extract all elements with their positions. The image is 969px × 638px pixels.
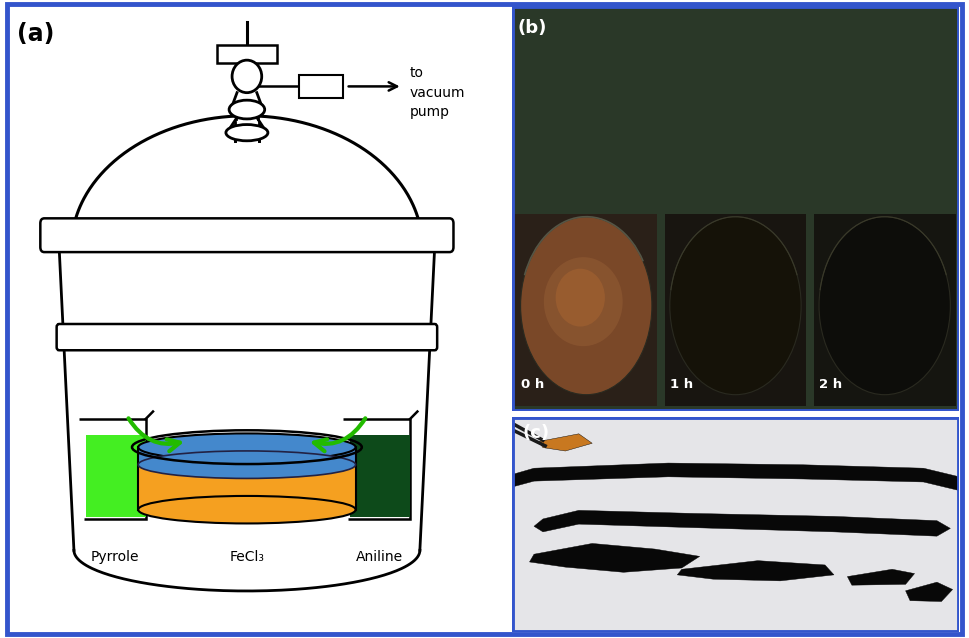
Polygon shape: [906, 582, 953, 602]
Text: FeCl₃: FeCl₃: [230, 551, 265, 565]
Bar: [139, 464, 356, 510]
Circle shape: [670, 217, 801, 395]
Ellipse shape: [139, 433, 356, 461]
Circle shape: [819, 419, 951, 597]
Polygon shape: [512, 463, 959, 491]
Bar: [814, 214, 955, 406]
Bar: [665, 214, 806, 406]
Polygon shape: [677, 561, 834, 581]
Text: (c): (c): [523, 424, 550, 442]
Polygon shape: [539, 434, 592, 451]
Bar: [516, 214, 657, 406]
Polygon shape: [534, 510, 951, 536]
Bar: [139, 447, 356, 464]
Text: 5 h: 5 h: [819, 580, 842, 593]
Text: 2 h: 2 h: [819, 378, 842, 390]
Circle shape: [813, 411, 956, 605]
Text: Pyrrole: Pyrrole: [90, 551, 139, 565]
Bar: [814, 416, 955, 608]
Polygon shape: [847, 569, 915, 585]
Polygon shape: [529, 544, 700, 572]
Ellipse shape: [229, 100, 265, 119]
FancyBboxPatch shape: [56, 324, 437, 350]
Bar: [298, 75, 343, 98]
Bar: [516, 416, 657, 608]
Text: 0 h: 0 h: [520, 378, 544, 390]
Circle shape: [520, 217, 652, 395]
Text: to
vacuum
pump: to vacuum pump: [410, 66, 465, 119]
Ellipse shape: [544, 257, 623, 346]
Bar: [217, 45, 276, 63]
Bar: [665, 416, 806, 608]
Bar: [86, 434, 145, 517]
Bar: [350, 434, 410, 517]
Circle shape: [819, 217, 951, 395]
FancyBboxPatch shape: [41, 218, 453, 252]
Ellipse shape: [233, 60, 262, 93]
Text: (b): (b): [517, 19, 547, 36]
Text: 1 h: 1 h: [670, 378, 693, 390]
Text: 4 h: 4 h: [670, 580, 693, 593]
Ellipse shape: [226, 124, 267, 141]
Text: (a): (a): [17, 22, 54, 46]
Ellipse shape: [139, 451, 356, 478]
Circle shape: [520, 419, 652, 597]
Ellipse shape: [555, 269, 605, 327]
Circle shape: [670, 419, 801, 597]
Text: 3 h: 3 h: [520, 580, 544, 593]
Ellipse shape: [139, 496, 356, 523]
Text: Aniline: Aniline: [356, 551, 403, 565]
